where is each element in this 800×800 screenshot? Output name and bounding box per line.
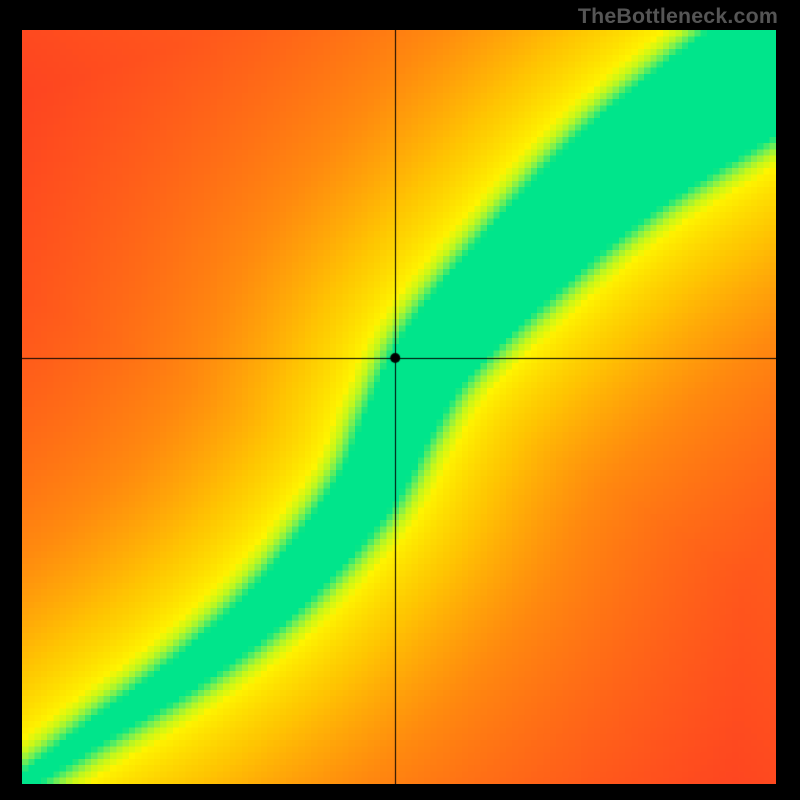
- chart-container: TheBottleneck.com: [0, 0, 800, 800]
- bottleneck-heatmap: [22, 30, 776, 784]
- watermark-label: TheBottleneck.com: [578, 4, 778, 29]
